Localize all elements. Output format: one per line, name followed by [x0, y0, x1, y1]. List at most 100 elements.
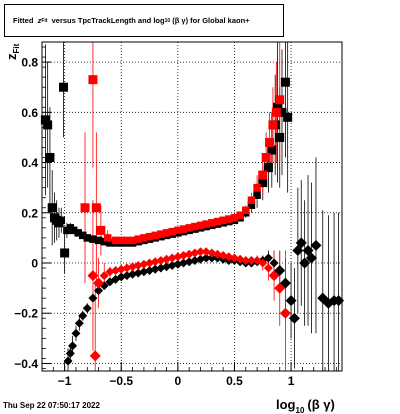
data-point-diamond [99, 271, 109, 281]
plot-frame [41, 41, 343, 372]
data-point-square [275, 132, 285, 142]
data-point-diamond [305, 252, 317, 264]
data-point-square [202, 220, 210, 228]
data-point-diamond [218, 250, 228, 260]
data-point-square [242, 206, 250, 215]
title-log-sub: 10 [164, 17, 171, 24]
x-axis-label-tail: (β γ) [307, 397, 334, 412]
data-point-square [179, 225, 188, 233]
x-axis-label: log10 (β γ) [276, 397, 335, 414]
data-point-square [253, 191, 261, 199]
data-point-square [208, 219, 216, 227]
data-point-square [168, 227, 176, 236]
data-point-square [83, 234, 92, 242]
data-point-diamond [285, 295, 297, 307]
data-point-diamond [295, 237, 307, 249]
axis-ticks: −1 −0.5 0 0.5 1 −0.4 −0.2 0 0.2 0.4 0.6 0.8 [14, 46, 337, 388]
data-point-diamond [299, 257, 311, 269]
y-tick-label: 0.6 [21, 106, 38, 120]
data-point-diamond [268, 270, 280, 282]
data-point-square [145, 232, 154, 241]
x-tick-label: 0 [175, 374, 182, 388]
data-point-diamond [162, 254, 172, 264]
data-point-square [265, 137, 275, 147]
data-point-square [275, 95, 285, 105]
x-axis-label-sub: 10 [296, 406, 305, 414]
data-point-diamond [207, 253, 217, 263]
markers [40, 75, 345, 366]
data-point-diamond [74, 318, 84, 328]
data-point-square [157, 230, 165, 238]
data-point-diamond [263, 263, 273, 273]
data-point-diamond [71, 328, 81, 338]
data-point-square [45, 153, 55, 163]
data-point-diamond [65, 348, 75, 358]
data-point-square [280, 77, 290, 87]
x-tick-label: −0.5 [109, 374, 133, 388]
data-point-diamond [68, 341, 78, 351]
y-tick-label: 0.4 [21, 156, 38, 170]
data-point-square [230, 214, 239, 222]
y-axis-label: zFit [4, 43, 21, 60]
data-point-square [271, 107, 281, 117]
x-tick-label: −1 [58, 374, 72, 388]
data-point-square [88, 75, 98, 85]
data-point-diamond [89, 350, 101, 362]
title-prefix: Fitted [13, 16, 34, 25]
y-tick-label: 0.8 [21, 56, 38, 70]
data-point-square [247, 201, 256, 209]
data-point-diamond [94, 286, 104, 296]
y-axis-label-sub: Fit [12, 43, 21, 53]
data-point-square [47, 203, 57, 213]
data-point-square [59, 82, 69, 92]
y-tick-label: 0.2 [21, 206, 38, 220]
data-point-square [196, 221, 205, 230]
data-point-diamond [333, 295, 345, 307]
data-point-square [140, 234, 148, 242]
data-point-square [268, 120, 278, 130]
data-point-diamond [201, 253, 211, 263]
data-point-square [174, 226, 182, 235]
y-axis-label-main: z [4, 53, 19, 60]
y-tick-label: −0.2 [14, 307, 38, 321]
data-point-square [213, 217, 222, 226]
data-point-square [100, 237, 109, 246]
data-point-square [94, 236, 103, 245]
data-point-square [96, 225, 106, 235]
data-point-diamond [310, 239, 322, 251]
data-point-diamond [288, 312, 300, 324]
data-point-diamond [279, 307, 291, 319]
data-point-square [261, 153, 271, 163]
data-point-diamond [201, 247, 211, 257]
data-point-square [103, 234, 112, 242]
timestamp: Thu Sep 22 07:50:17 2022 [3, 401, 100, 410]
data-point-square [185, 224, 193, 232]
x-tick-label: 0.5 [226, 374, 243, 388]
data-point-square [272, 102, 282, 112]
data-point-square [74, 229, 82, 237]
data-point-diamond [241, 255, 251, 265]
data-point-square [106, 239, 114, 247]
data-point-square [134, 235, 142, 243]
data-point-square [57, 216, 65, 225]
data-point-diamond [274, 282, 286, 294]
data-point-square [40, 115, 50, 125]
data-point-square [69, 226, 78, 235]
data-point-diamond [93, 277, 105, 289]
data-point-square [123, 236, 131, 245]
y-tick-label: −0.4 [14, 357, 38, 371]
data-point-square [258, 178, 268, 188]
data-point-diamond [246, 255, 256, 265]
data-point-square [60, 248, 70, 258]
data-point-square [43, 120, 53, 130]
x-axis-label-main: log [276, 397, 296, 412]
data-point-diamond [88, 293, 98, 303]
data-point-diamond [82, 303, 92, 313]
data-point-square [128, 236, 137, 245]
data-point-square [111, 236, 120, 245]
data-point-diamond [195, 247, 205, 257]
data-point-diamond [195, 254, 205, 264]
data-point-square [80, 203, 90, 213]
data-point-square [219, 216, 227, 225]
